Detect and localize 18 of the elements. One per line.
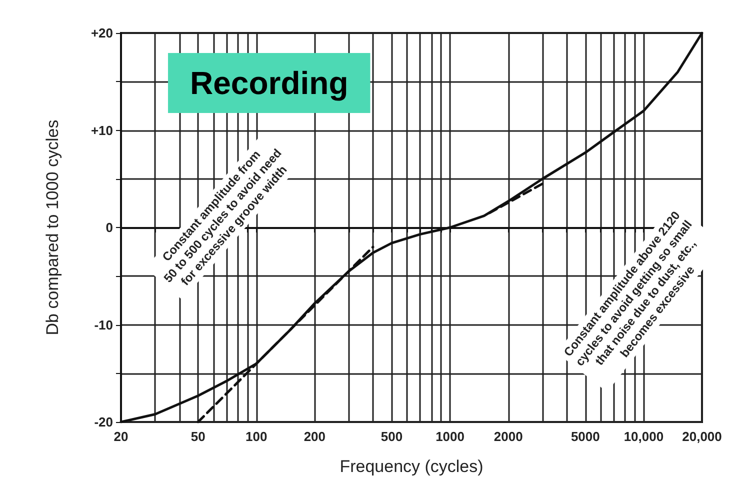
x-tick-label: 10,000 <box>624 429 664 444</box>
text: Recording <box>190 65 348 101</box>
x-tick-label: 5000 <box>570 429 600 444</box>
x-tick-label: 20 <box>114 429 128 444</box>
y-tick-label: +10 <box>90 122 113 138</box>
y-tick-label: +20 <box>90 26 113 40</box>
x-tick-label: 1000 <box>436 429 464 444</box>
x-tick-label: 200 <box>304 429 326 444</box>
x-axis-title: Frequency (cycles) <box>340 457 484 476</box>
x-tick-label: 100 <box>246 429 268 444</box>
y-tick-label: -20 <box>94 414 113 430</box>
y-axis-title: Db compared to 1000 cycles <box>43 120 62 336</box>
x-tick-label: 20,000 <box>682 429 722 444</box>
x-tick-label: 2000 <box>494 429 523 444</box>
x-tick-label: 500 <box>380 429 403 444</box>
x-tick-label: 50 <box>190 429 206 444</box>
y-tick-label: 0 <box>106 220 113 235</box>
y-tick-label: -10 <box>94 317 113 332</box>
